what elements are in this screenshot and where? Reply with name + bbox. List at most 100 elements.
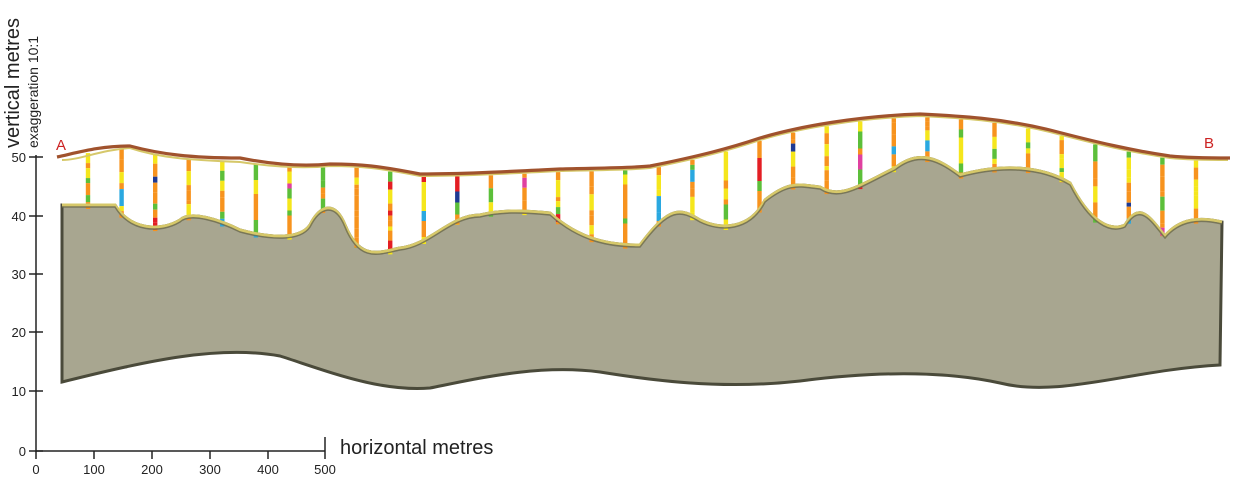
x-tick-label: 400 <box>257 462 279 477</box>
drillhole-log <box>925 117 930 163</box>
log-segment <box>824 126 829 134</box>
log-segment <box>958 119 964 125</box>
log-segment <box>320 193 326 199</box>
regolith-base-line <box>62 156 1223 254</box>
log-segment <box>488 175 494 189</box>
log-segment <box>1059 158 1064 169</box>
log-segment <box>119 172 124 184</box>
log-segment <box>85 163 91 169</box>
drillhole-log <box>1160 157 1165 237</box>
log-segment <box>220 180 225 191</box>
drillhole-log <box>421 177 426 244</box>
log-segment <box>522 213 527 216</box>
log-segment <box>1025 153 1031 168</box>
drillhole-log <box>690 159 695 221</box>
log-segment <box>790 143 796 152</box>
x-tick-label: 300 <box>199 462 221 477</box>
log-segment <box>1160 157 1165 165</box>
log-segment <box>690 169 695 182</box>
log-segment <box>824 156 829 167</box>
log-segment <box>790 166 796 178</box>
log-segment <box>186 204 191 218</box>
log-segment <box>455 202 460 215</box>
log-segment <box>623 200 628 210</box>
log-segment <box>1025 142 1031 149</box>
x-tick-label: 200 <box>141 462 163 477</box>
log-segment <box>1160 223 1165 228</box>
log-segment <box>1193 160 1199 168</box>
drillhole-log <box>153 154 158 232</box>
log-segment <box>153 192 158 204</box>
x-tick-label: 100 <box>83 462 105 477</box>
drillhole-log <box>757 141 762 213</box>
log-segment <box>656 167 661 176</box>
log-segment <box>958 124 964 130</box>
log-segment <box>589 171 594 187</box>
log-segment <box>1193 208 1199 224</box>
drillhole-log <box>388 171 393 255</box>
log-segment <box>388 189 393 204</box>
log-segment <box>757 167 762 181</box>
log-segment <box>153 217 158 223</box>
log-segment <box>85 168 91 179</box>
log-segment <box>1160 210 1165 224</box>
log-segment <box>555 172 561 181</box>
log-segment <box>253 164 259 180</box>
log-segment <box>388 230 393 241</box>
log-segment <box>1126 206 1131 219</box>
log-segment <box>958 163 964 173</box>
drillhole-log <box>790 132 796 190</box>
log-segment <box>119 206 124 212</box>
log-segment <box>421 211 426 221</box>
log-segment <box>858 121 863 132</box>
log-segment <box>186 185 191 191</box>
section-start-label: A <box>56 137 66 154</box>
log-segment <box>891 118 896 123</box>
log-segment <box>589 210 594 216</box>
log-segment <box>1093 202 1098 219</box>
drillhole-log <box>656 167 661 227</box>
log-segment <box>723 199 729 205</box>
y-axis-subtitle: exaggeration 10:1 <box>25 36 41 148</box>
log-segment <box>220 190 225 198</box>
log-segment <box>320 180 326 188</box>
log-segment <box>891 146 896 155</box>
drillhole-log <box>1093 144 1098 223</box>
log-segment <box>992 148 997 159</box>
log-segment <box>1059 154 1064 159</box>
log-segment <box>824 133 829 145</box>
log-segment <box>153 163 158 177</box>
log-segment <box>1093 186 1098 203</box>
log-segment <box>421 182 426 195</box>
log-segment <box>421 195 426 211</box>
log-segment <box>723 204 729 220</box>
log-segment <box>555 222 561 225</box>
log-segment <box>1126 151 1131 158</box>
drillhole-log <box>253 164 259 238</box>
log-segment <box>858 154 863 170</box>
log-segment <box>891 122 896 135</box>
log-segment <box>723 188 729 200</box>
log-segment <box>824 166 829 171</box>
log-segment <box>85 153 91 164</box>
log-segment <box>153 209 158 218</box>
log-segment <box>589 215 594 226</box>
log-segment <box>555 207 561 215</box>
log-segment <box>85 195 91 203</box>
x-axis-ticks <box>35 437 326 459</box>
log-segment <box>992 158 997 164</box>
log-segment <box>119 149 124 160</box>
log-segment <box>388 181 393 190</box>
log-segment <box>354 177 359 185</box>
log-segment <box>555 201 561 208</box>
log-segment <box>690 159 695 165</box>
y-tick-label: 10 <box>12 384 26 399</box>
log-segment <box>925 130 930 141</box>
log-segment <box>1193 195 1199 209</box>
log-segment <box>824 144 829 157</box>
log-segment <box>455 176 460 192</box>
drillhole-log <box>85 153 91 209</box>
log-segment <box>589 186 594 195</box>
log-segment <box>1126 157 1131 170</box>
